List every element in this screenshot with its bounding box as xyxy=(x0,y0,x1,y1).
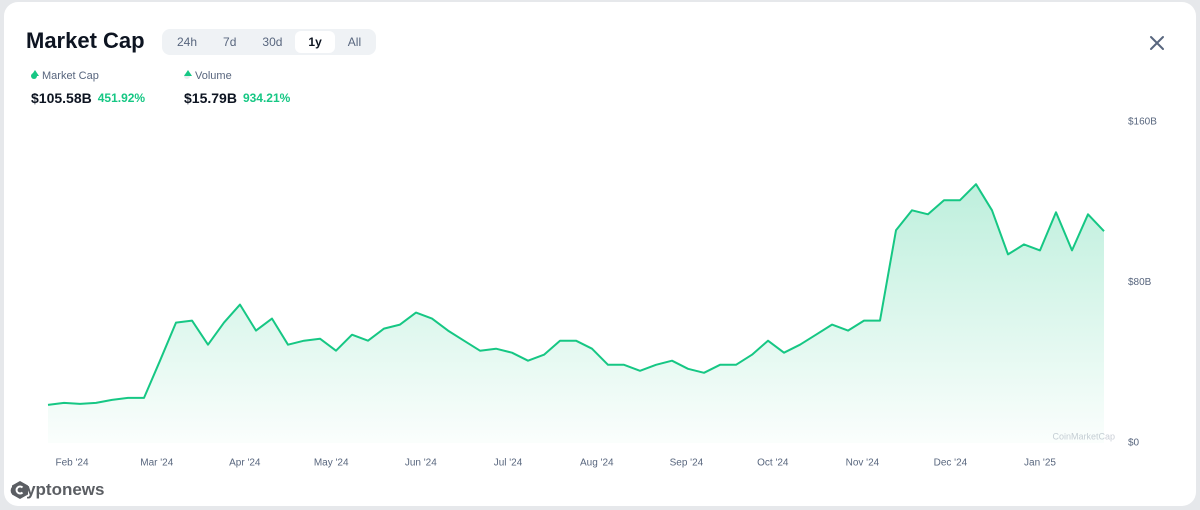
x-tick-label: Feb '24 xyxy=(55,458,88,469)
legend-label: Volume xyxy=(195,70,232,82)
x-tick-label: Jan '25 xyxy=(1024,458,1056,469)
y-tick-label: $80B xyxy=(1128,277,1152,288)
y-tick-label: $160B xyxy=(1128,117,1157,128)
up-arrow xyxy=(184,70,192,76)
legend-entry: Market Cap xyxy=(31,70,145,82)
legend-entry: Volume xyxy=(184,70,290,82)
stat: Volume $15.79B 934.21% xyxy=(184,70,290,106)
x-tick-label: Mar '24 xyxy=(140,458,173,469)
x-tick-label: Jul '24 xyxy=(494,458,523,469)
tab[interactable]: 1y xyxy=(295,31,335,53)
stat-value: $15.79B xyxy=(184,90,237,106)
close-button[interactable] xyxy=(1148,34,1166,52)
x-tick-label: May '24 xyxy=(314,458,349,469)
x-tick-label: Nov '24 xyxy=(846,458,880,469)
x-tick-label: Oct '24 xyxy=(757,458,789,469)
tab[interactable]: All xyxy=(347,35,362,49)
tab[interactable]: 24h xyxy=(177,35,198,49)
stat-value: $105.58B xyxy=(31,90,92,106)
brand-name: cryptonews xyxy=(10,480,105,499)
x-tick-label: Dec '24 xyxy=(934,458,968,469)
legend-label: Market Cap xyxy=(42,70,99,82)
tab[interactable]: 30d xyxy=(262,35,283,49)
tab[interactable]: 7d xyxy=(223,35,237,49)
line xyxy=(47,183,1105,406)
x-tick-label: Jun '24 xyxy=(405,458,437,469)
brand: cryptonews xyxy=(10,480,104,500)
brand-logo xyxy=(12,481,28,499)
stat: Market Cap $105.58B 451.92% xyxy=(31,70,145,106)
y-tick-label: $0 xyxy=(1128,438,1140,449)
tab-group: 24h 7d 30d 1y All xyxy=(162,29,377,55)
area xyxy=(48,184,1104,443)
title: Market Cap xyxy=(26,28,145,53)
stat-change: 934.21% xyxy=(242,91,291,105)
up-arrow xyxy=(31,70,39,76)
x-tick-label: Sep '24 xyxy=(670,458,704,469)
x-tick-label: Aug '24 xyxy=(580,458,614,469)
stat-change: 451.92% xyxy=(97,91,146,105)
x-tick-label: Apr '24 xyxy=(229,458,261,469)
